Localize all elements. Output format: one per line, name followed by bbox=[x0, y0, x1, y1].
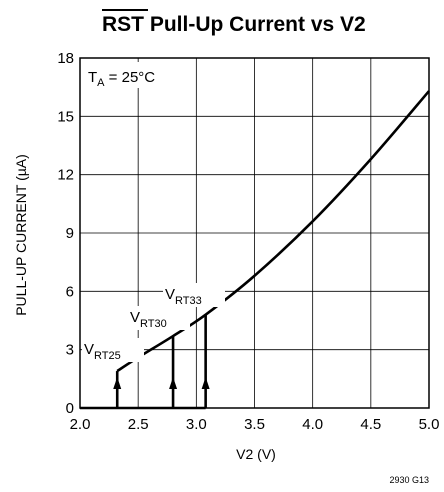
temperature-value: = 25°C bbox=[105, 69, 156, 86]
chart-title-signal: RST bbox=[102, 13, 144, 36]
y-tick-label: 6 bbox=[66, 283, 74, 300]
y-tick-labels: 0 3 6 9 12 15 18 bbox=[57, 50, 74, 417]
x-tick-label: 2.5 bbox=[128, 416, 149, 433]
y-tick-label: 15 bbox=[57, 108, 74, 125]
y-axis-label: PULL-UP CURRENT (µA) bbox=[13, 154, 29, 316]
x-tick-labels: 2.0 2.5 3.0 3.5 4.0 4.5 5.0 bbox=[70, 416, 440, 433]
threshold-label-rt30-base: V bbox=[130, 309, 140, 326]
plot-frame bbox=[79, 57, 430, 409]
x-tick-label: 2.0 bbox=[70, 416, 91, 433]
x-tick-label: 4.0 bbox=[302, 416, 323, 433]
y-tick-label: 18 bbox=[57, 50, 74, 67]
threshold-label-rt25-sub: RT25 bbox=[94, 350, 121, 362]
x-tick-label: 4.5 bbox=[360, 416, 381, 433]
chart-title: RST Pull-Up Current vs V2 bbox=[102, 13, 366, 36]
figure-code: 2930 G13 bbox=[389, 475, 429, 485]
temperature-symbol: T bbox=[88, 69, 97, 86]
x-tick-label: 5.0 bbox=[419, 416, 440, 433]
y-tick-label: 0 bbox=[66, 400, 74, 417]
threshold-label-rt33-base: V bbox=[165, 286, 175, 303]
threshold-label-rt25-background bbox=[82, 338, 144, 362]
threshold-arrow-rt25 bbox=[113, 377, 122, 389]
y-tick-label: 3 bbox=[66, 342, 74, 359]
threshold-label-rt25-base: V bbox=[84, 341, 94, 358]
threshold-label-rt30-sub: RT30 bbox=[140, 318, 167, 330]
threshold-label-rt33-background bbox=[163, 283, 225, 307]
threshold-label-rt33-sub: RT33 bbox=[175, 295, 202, 307]
threshold-label-rt30-background bbox=[128, 306, 190, 330]
y-tick-label: 9 bbox=[66, 225, 74, 242]
y-tick-label: 12 bbox=[57, 167, 74, 184]
threshold-label-rt33: VRT33 bbox=[165, 286, 202, 307]
temperature-condition: TA = 25°C bbox=[88, 69, 155, 89]
threshold-arrow-rt33 bbox=[201, 377, 210, 389]
temperature-subscript: A bbox=[97, 77, 105, 89]
threshold-label-rt30: VRT30 bbox=[130, 309, 167, 330]
x-tick-label: 3.5 bbox=[244, 416, 265, 433]
threshold-layer bbox=[80, 314, 210, 410]
x-tick-label: 3.0 bbox=[186, 416, 207, 433]
x-axis-label: V2 (V) bbox=[236, 446, 276, 462]
condition-background bbox=[84, 62, 176, 88]
threshold-label-rt25: VRT25 bbox=[84, 341, 121, 362]
chart-title-rest: Pull-Up Current vs V2 bbox=[144, 13, 366, 36]
threshold-arrow-rt30 bbox=[169, 377, 178, 389]
